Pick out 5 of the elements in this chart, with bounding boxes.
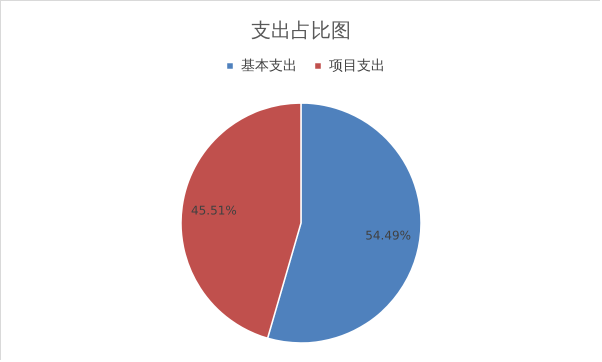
- data-label: 45.51%: [190, 204, 237, 218]
- data-label: 54.49%: [365, 228, 412, 242]
- legend-label: 基本支出: [241, 58, 297, 74]
- legend-label: 项目支出: [329, 58, 385, 74]
- chart-title: 支出占比图: [251, 18, 351, 42]
